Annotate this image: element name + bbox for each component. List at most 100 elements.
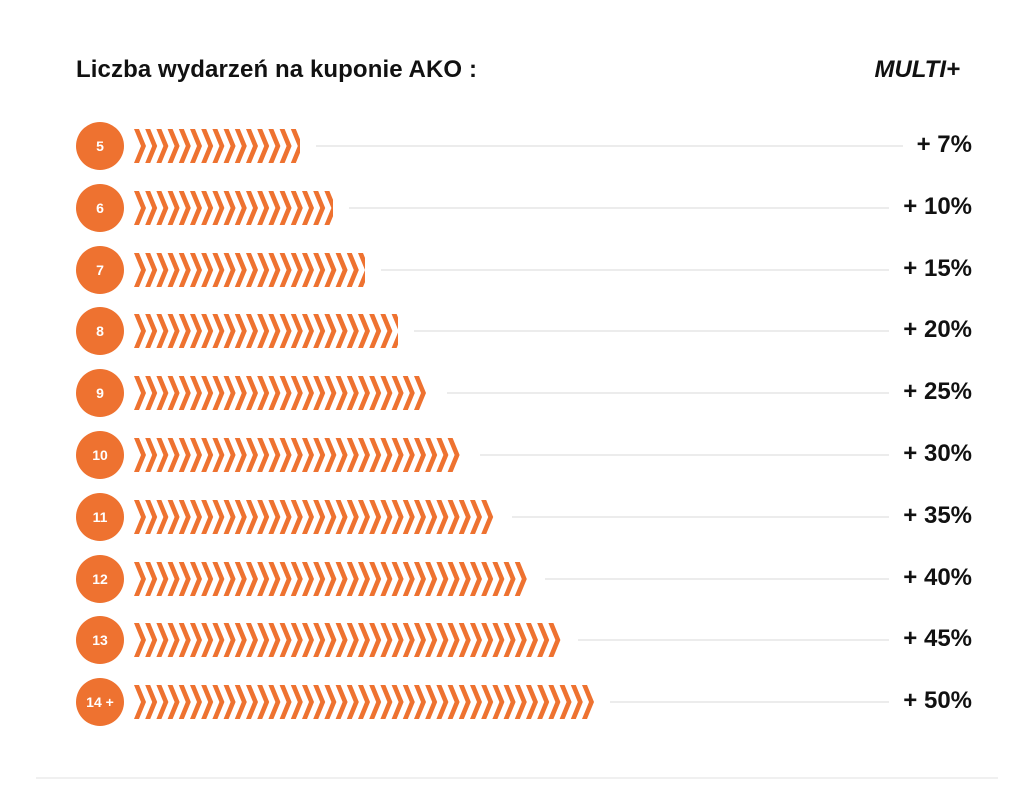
- chevron-bar: [134, 438, 464, 472]
- chevron-mark: [268, 376, 281, 411]
- chevron-mark: [167, 499, 180, 534]
- chevron-bar: [134, 252, 366, 287]
- chevron-mark: [268, 314, 281, 349]
- chevron-mark: [223, 190, 236, 225]
- chevron-mark: [190, 314, 202, 349]
- chevron-mark: [190, 438, 202, 472]
- chevron-mark: [402, 438, 415, 472]
- chevron-mark: [257, 438, 270, 472]
- chevron-mark: [391, 623, 404, 658]
- chevron-mark: [201, 499, 214, 534]
- chevron-mark: [358, 561, 370, 596]
- chevron-mark: [470, 685, 482, 720]
- chevron-mark: [302, 623, 314, 658]
- chevron-mark: [167, 376, 180, 411]
- chevron-mark: [369, 623, 382, 658]
- chevron-mark: [156, 561, 169, 596]
- chevron-mark: [492, 623, 505, 658]
- chevron-mark: [212, 623, 225, 658]
- chevron-mark: [414, 499, 426, 534]
- chevron-bar: [134, 190, 333, 225]
- chevron-mark: [167, 314, 180, 349]
- chevron-mark: [156, 129, 169, 163]
- chevron-mark: [335, 438, 348, 472]
- chevron-mark: [167, 190, 180, 225]
- category-badge: 7: [76, 245, 124, 294]
- chevron-mark: [246, 252, 258, 287]
- chevron-mark: [234, 561, 247, 596]
- chevron-mark: [526, 623, 538, 658]
- chevron-mark: [391, 561, 404, 596]
- chevron-mark: [458, 685, 471, 720]
- category-badge: 8: [76, 307, 124, 356]
- chevron-mark: [178, 252, 191, 287]
- chevron-mark: [402, 685, 415, 720]
- chevron-mark: [234, 129, 247, 163]
- chevron-mark: [223, 685, 236, 720]
- chevron-mark: [324, 561, 337, 596]
- chevron-mark: [358, 438, 370, 472]
- chevron-mark: [223, 129, 236, 163]
- chevron-mark: [212, 561, 225, 596]
- chevron-mark: [369, 314, 382, 349]
- chevron-mark: [436, 561, 449, 596]
- chevron-mark: [346, 376, 359, 411]
- chevron-mark: [156, 499, 169, 534]
- chevron-mark: [257, 376, 270, 411]
- chevron-mark: [436, 623, 449, 658]
- chevron-mark: [302, 438, 314, 472]
- chevron-mark: [257, 129, 270, 163]
- chevron-mark: [201, 314, 214, 349]
- chevron-mark: [134, 499, 146, 534]
- chevron-mark: [548, 685, 561, 720]
- chevron-mark: [268, 129, 281, 163]
- chevron-mark: [156, 438, 169, 472]
- multiplier-value: + 40%: [903, 563, 972, 591]
- bottom-divider: [36, 777, 998, 779]
- chevron-mark: [290, 685, 303, 720]
- chevron-mark: [402, 561, 415, 596]
- chevron-mark: [134, 190, 146, 225]
- chevron-mark: [167, 561, 180, 596]
- chevron-mark: [369, 685, 382, 720]
- chevron-mark: [156, 190, 169, 225]
- category-badge: 6: [76, 183, 124, 232]
- chevron-mark: [369, 376, 382, 411]
- chevron-mark: [302, 685, 314, 720]
- chevron-mark: [134, 314, 146, 349]
- chevron-mark: [391, 685, 404, 720]
- chevron-mark: [290, 190, 303, 225]
- chevron-mark: [134, 561, 146, 596]
- chevron-bar: [134, 499, 496, 534]
- chevron-mark: [167, 129, 180, 163]
- chevron-mark: [190, 623, 202, 658]
- chevron-mark: [414, 376, 426, 411]
- multiplier-value: + 50%: [903, 687, 972, 715]
- chevron-mark: [190, 499, 202, 534]
- chart-row: 13 + 45%: [0, 614, 1024, 666]
- chevron-mark: [257, 314, 270, 349]
- chevron-mark: [470, 499, 482, 534]
- chevron-mark: [324, 499, 337, 534]
- multiplier-value: + 10%: [903, 192, 972, 220]
- chevron-mark: [279, 499, 292, 534]
- category-badge: 10: [76, 431, 124, 479]
- page-title: Liczba wydarzeń na kuponie AKO :: [76, 56, 478, 83]
- chevron-mark: [223, 252, 236, 287]
- chevron-mark: [190, 129, 202, 163]
- chevron-mark: [201, 129, 214, 163]
- multi-plus-header: MULTI+: [874, 56, 960, 83]
- chevron-mark: [458, 561, 471, 596]
- chevron-mark: [346, 499, 359, 534]
- chevron-mark: [290, 376, 303, 411]
- chevron-mark: [481, 561, 494, 596]
- chevron-mark: [178, 499, 191, 534]
- chevron-mark: [402, 376, 415, 411]
- chevron-mark: [335, 623, 348, 658]
- chevron-mark: [279, 314, 292, 349]
- chevron-mark: [279, 252, 292, 287]
- chevron-mark: [212, 685, 225, 720]
- guide-line: [348, 206, 889, 209]
- chevron-mark: [290, 129, 300, 163]
- chevron-mark: [570, 685, 583, 720]
